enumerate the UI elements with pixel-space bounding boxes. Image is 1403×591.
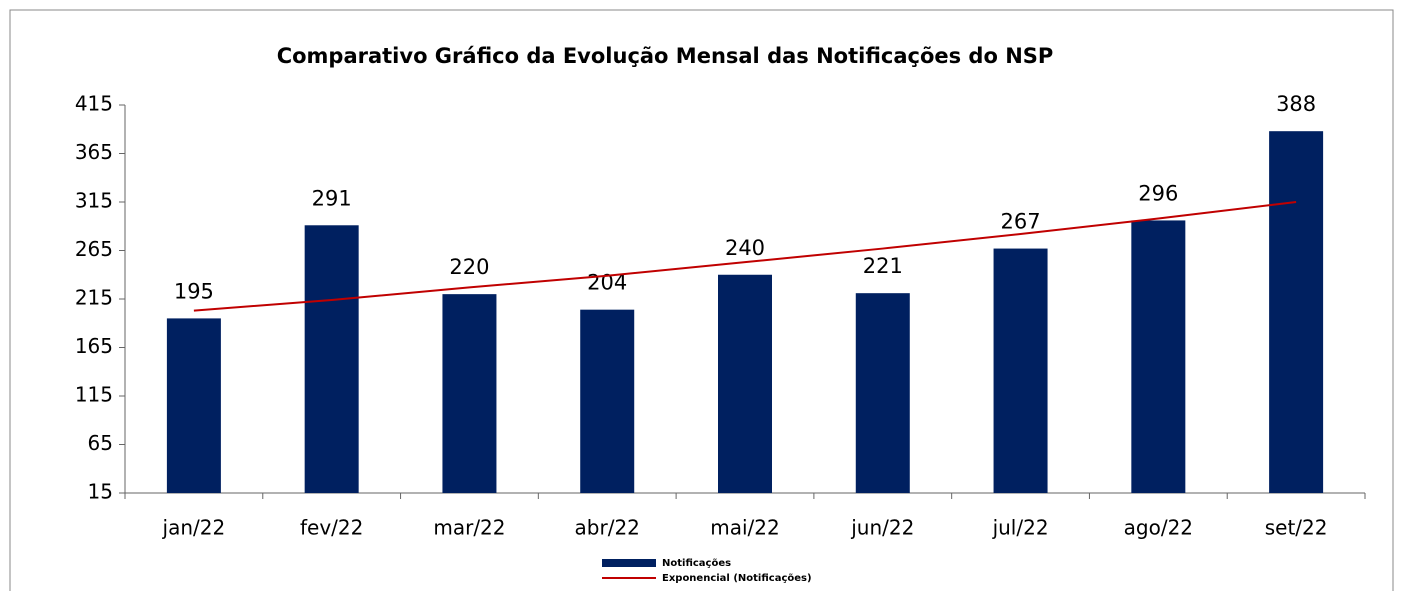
x-tick-label: abr/22 xyxy=(575,516,640,540)
data-label: 291 xyxy=(312,186,352,210)
chart-border xyxy=(9,9,1394,591)
y-tick-label: 165 xyxy=(75,334,113,358)
x-tick-label: ago/22 xyxy=(1124,516,1193,540)
bar xyxy=(1269,131,1324,493)
bar xyxy=(855,293,910,493)
data-label: 267 xyxy=(1001,210,1041,234)
legend-swatch xyxy=(602,559,656,567)
bar xyxy=(442,294,497,493)
legend-label: Notificações xyxy=(662,558,731,569)
data-label: 388 xyxy=(1276,92,1316,116)
x-tick-label: jun/22 xyxy=(850,516,914,540)
bar xyxy=(580,309,635,493)
data-label: 195 xyxy=(174,279,214,303)
y-tick-label: 415 xyxy=(75,92,113,116)
data-label: 296 xyxy=(1138,181,1178,205)
x-tick-label: jan/22 xyxy=(162,516,226,540)
y-tick-label: 115 xyxy=(75,383,113,407)
legend-label: Exponencial (Notificações) xyxy=(662,573,812,584)
chart-title: Comparativo Gráfico da Evolução Mensal d… xyxy=(277,44,1054,68)
x-tick-label: mar/22 xyxy=(433,516,505,540)
y-tick-label: 215 xyxy=(75,286,113,310)
bar xyxy=(1131,220,1186,493)
x-tick-label: fev/22 xyxy=(300,516,363,540)
y-tick-label: 315 xyxy=(75,189,113,213)
bar xyxy=(718,274,772,493)
x-tick-label: set/22 xyxy=(1265,516,1328,540)
y-tick-label: 65 xyxy=(88,431,113,455)
trend-line xyxy=(193,201,1297,312)
data-label: 220 xyxy=(449,255,489,279)
bar xyxy=(993,248,1048,493)
bar xyxy=(304,225,359,493)
data-label: 240 xyxy=(725,236,765,260)
y-tick-label: 15 xyxy=(88,480,113,504)
y-tick-label: 265 xyxy=(75,237,113,261)
x-tick-label: jul/22 xyxy=(992,516,1049,540)
x-tick-label: mai/22 xyxy=(710,516,779,540)
data-label: 221 xyxy=(863,254,903,278)
y-tick-label: 365 xyxy=(75,140,113,164)
bar xyxy=(166,318,221,493)
